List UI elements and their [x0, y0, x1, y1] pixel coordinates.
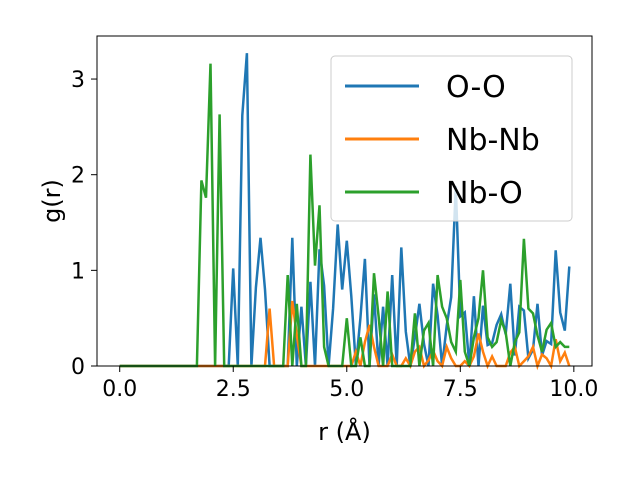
x-tick-label: 0.0: [102, 377, 137, 402]
x-tick-label: 10.0: [549, 377, 598, 402]
x-tick-label: 7.5: [443, 377, 478, 402]
legend-label: Nb-O: [446, 176, 523, 211]
x-axis: 0.0 2.5 5.0 7.5 10.0: [102, 366, 598, 402]
y-axis-label: g(r): [38, 179, 66, 223]
y-axis: 0 1 2 3: [71, 68, 97, 380]
x-axis-label: r (Å): [318, 417, 371, 446]
y-tick-label: 0: [71, 355, 85, 380]
axes-frame: [96, 35, 593, 367]
y-tick-label: 3: [71, 68, 85, 93]
x-tick-label: 2.5: [216, 377, 251, 402]
x-tick-label: 5.0: [329, 377, 364, 402]
legend-box: [330, 55, 573, 222]
legend-label: Nb-Nb: [446, 123, 540, 158]
legend-label: O-O: [446, 70, 506, 105]
y-tick-label: 2: [71, 164, 85, 189]
legend: O-O Nb-Nb Nb-O: [330, 55, 573, 222]
y-tick-label: 1: [71, 259, 85, 284]
